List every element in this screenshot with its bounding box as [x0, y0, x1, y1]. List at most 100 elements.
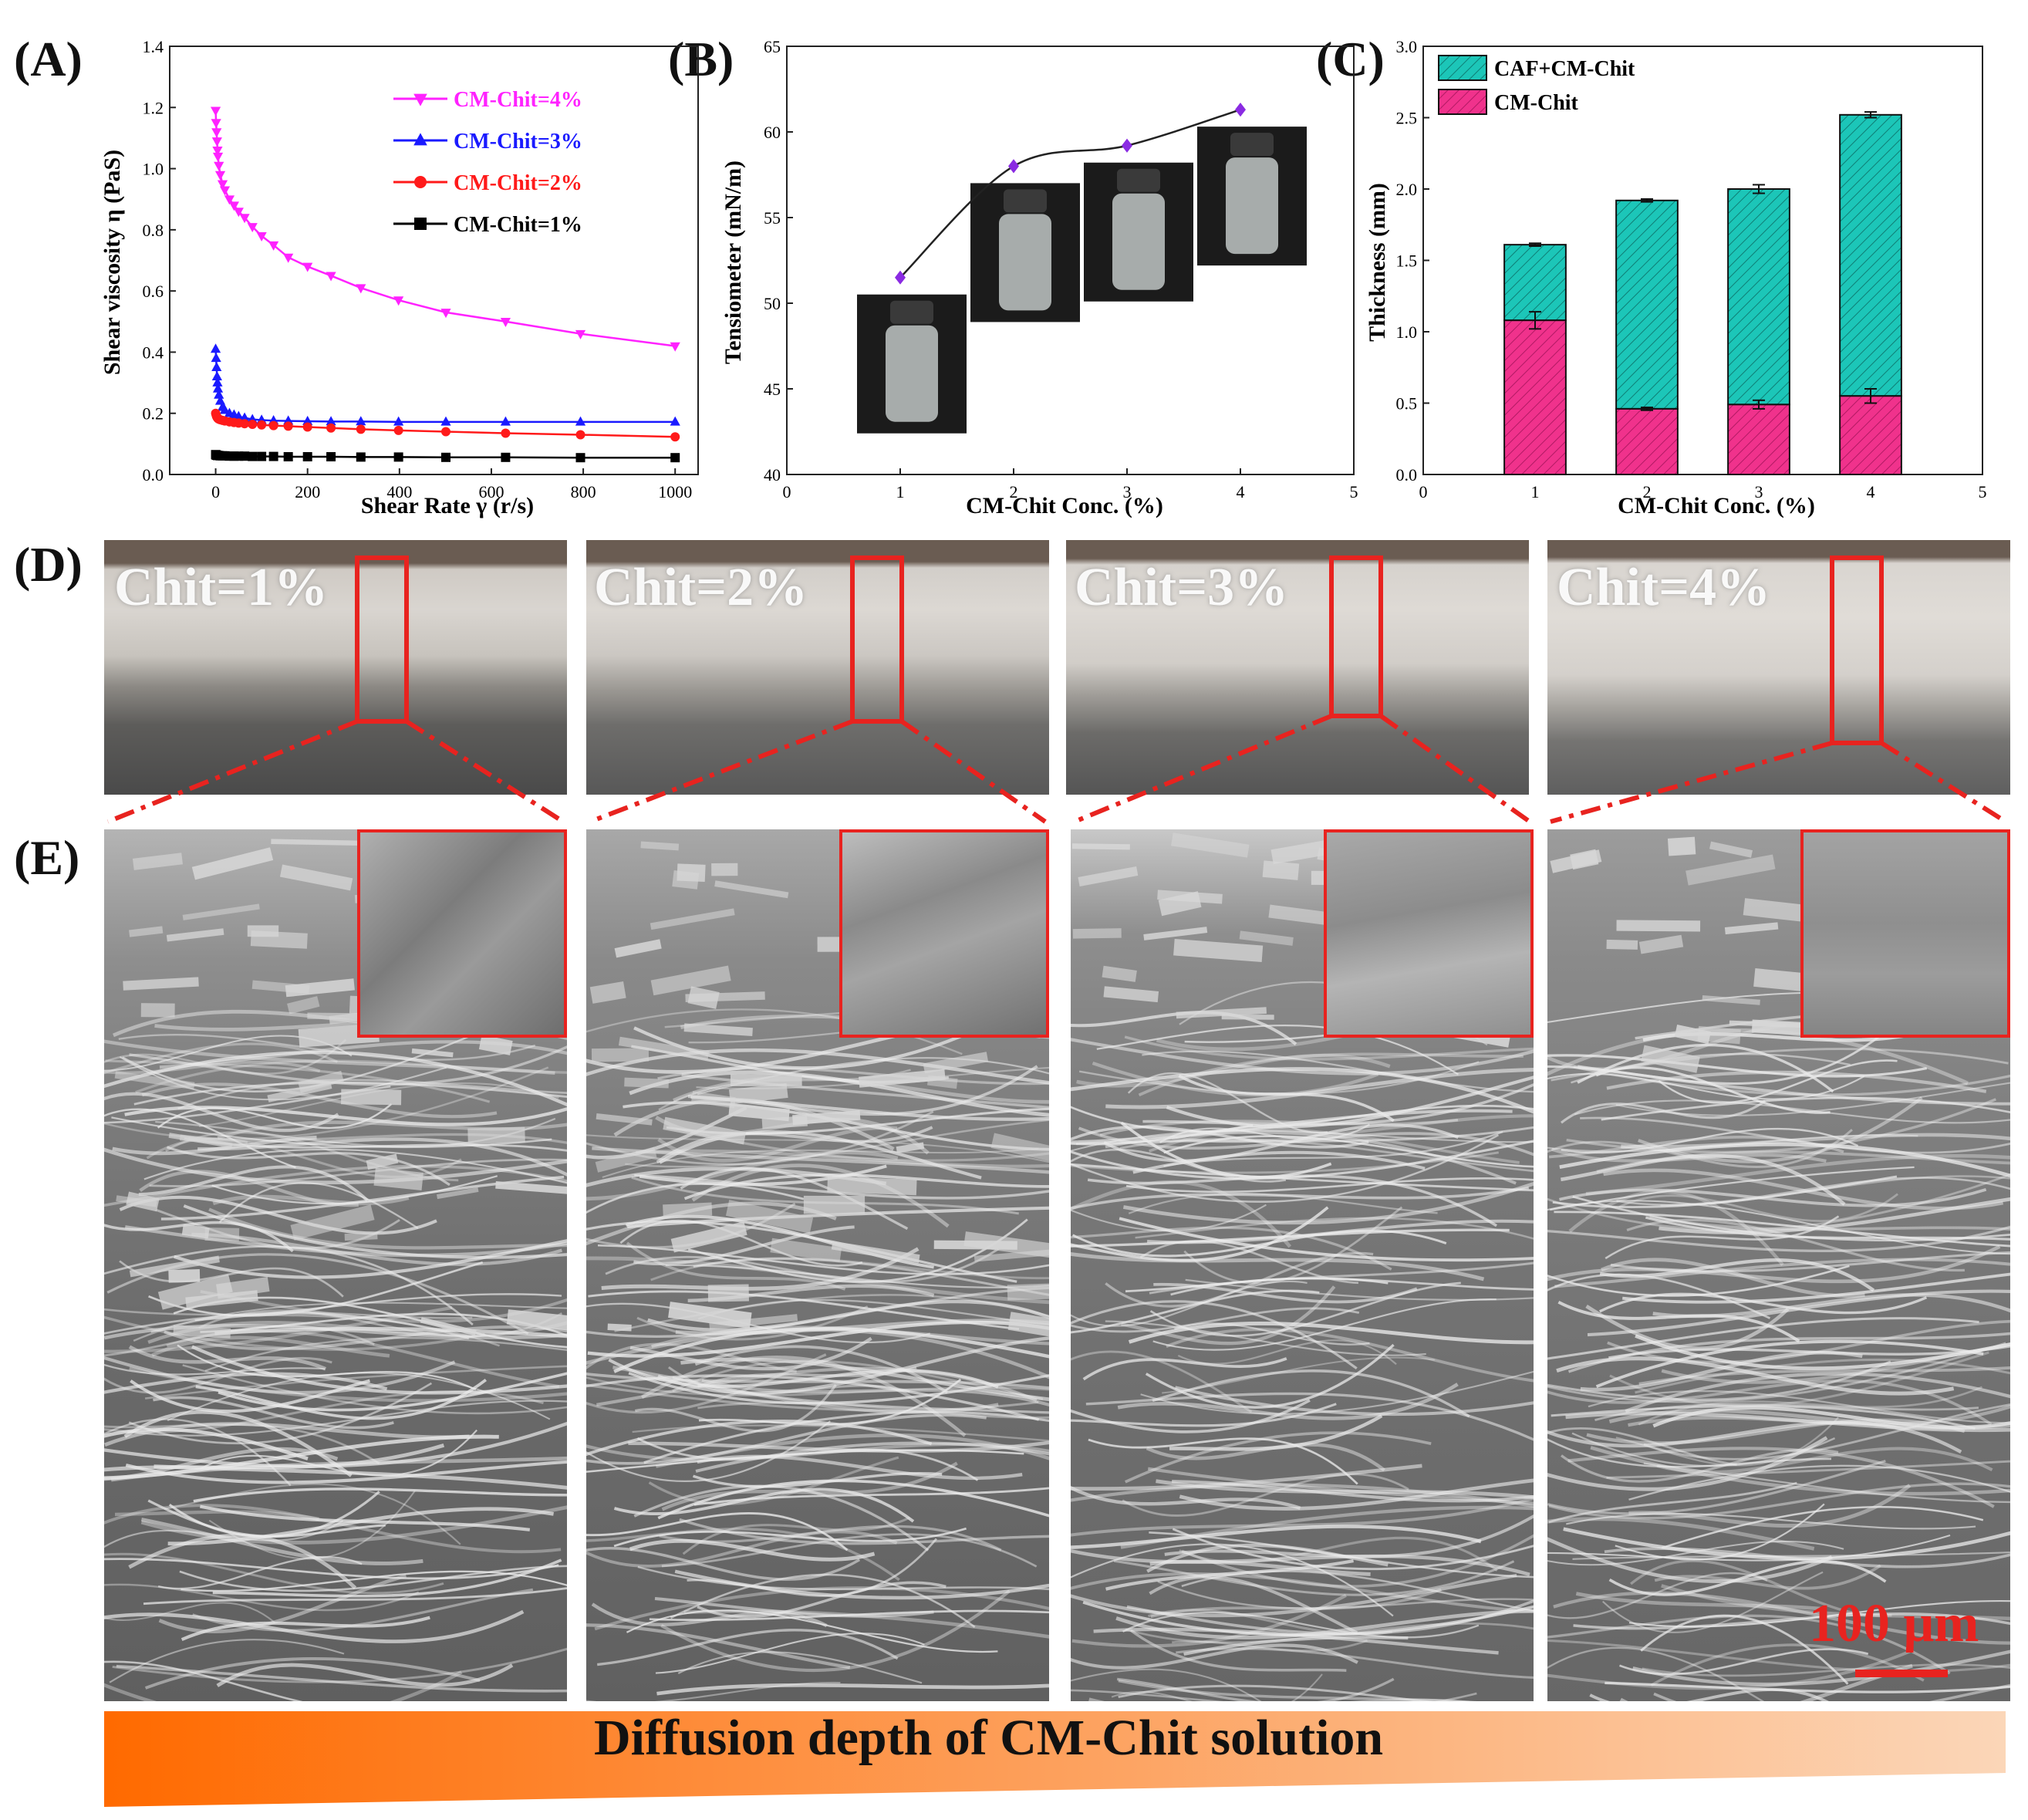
- vial-cap: [1004, 189, 1047, 213]
- legend-marker: [414, 218, 427, 230]
- chart-a-legend: CM-Chit=4% CM-Chit=3% CM-Chit=2% CM-Chit=1%: [393, 88, 582, 237]
- vial-body: [999, 214, 1051, 311]
- data-point: [283, 421, 293, 431]
- data-point: [501, 452, 511, 462]
- legend-label: CM-Chit=4%: [454, 88, 582, 112]
- x-tick-label: 400: [386, 482, 412, 501]
- data-point: [393, 416, 404, 426]
- data-point: [210, 343, 221, 353]
- chart-a-viscosity: 0 200 400 600 800 1000 0.0 0.2 0.4 0.6 0.8 1.0 1.2 1.…: [100, 37, 699, 518]
- chart-c-thickness: 0 1 2 3 4 50.00.51.01.52.02.53.0 CAF+CM-ChitC…: [1365, 37, 1987, 518]
- data-point: [283, 253, 294, 263]
- y-tick-label: 1.0: [143, 160, 164, 179]
- x-tick-label: 1: [1531, 482, 1540, 501]
- data-point: [575, 430, 585, 440]
- data-point: [356, 284, 366, 294]
- legend-marker: [413, 133, 427, 146]
- sem-inset-chit-3: [1324, 829, 1534, 1038]
- vial-body: [886, 325, 938, 422]
- legend-swatch: [1438, 89, 1487, 115]
- data-point: [214, 389, 224, 399]
- data-point: [670, 432, 680, 442]
- data-point: [356, 416, 366, 426]
- data-point: [240, 419, 250, 429]
- sem-inset-chit-4: [1800, 829, 2010, 1038]
- bar-cm-chit: [1839, 395, 1902, 475]
- data-point: [233, 208, 244, 218]
- y-tick-label: 0.4: [143, 343, 164, 362]
- data-point: [302, 422, 312, 432]
- bar-caf-cm-chit: [1503, 244, 1567, 322]
- y-tick-label: 45: [764, 380, 781, 399]
- data-point: [211, 128, 222, 138]
- data-point: [211, 137, 222, 147]
- data-point: [283, 452, 293, 462]
- vial-cap: [1230, 133, 1274, 157]
- data-point: [500, 416, 511, 426]
- data-point: [212, 152, 224, 162]
- y-tick-label: 0.8: [143, 221, 164, 240]
- data-point: [393, 425, 403, 435]
- chart-a-y-axis-label: Shear viscosity η (PaS): [100, 150, 125, 375]
- y-tick-label: 0.6: [143, 282, 164, 301]
- data-point: [440, 309, 451, 319]
- x-tick-label: 200: [295, 482, 320, 501]
- data-point: [575, 416, 586, 426]
- series-line: [214, 349, 676, 424]
- data-point: [393, 452, 403, 462]
- chart-b-x-axis-label: CM-Chit Conc. (%): [966, 493, 1163, 518]
- bar-cm-chit: [1503, 319, 1567, 476]
- y-tick-label: 55: [764, 208, 781, 228]
- data-point: [217, 180, 228, 190]
- data-point: [256, 231, 267, 241]
- bar-cm-chit: [1727, 404, 1790, 476]
- vial-cap: [890, 300, 933, 324]
- data-point: [302, 415, 313, 425]
- panel-a-letter: (A): [14, 32, 83, 86]
- bar-caf-cm-chit: [1727, 188, 1790, 406]
- y-tick-label: 65: [764, 37, 781, 56]
- vial-cap: [1117, 168, 1160, 192]
- x-tick-label: 5: [1350, 482, 1358, 501]
- data-point: [268, 451, 278, 461]
- sem-inset-chit-1: [357, 829, 567, 1038]
- bar-cm-chit: [1615, 407, 1679, 475]
- vial-body: [1112, 193, 1165, 290]
- data-point: [1122, 138, 1132, 153]
- y-tick-label: 0.5: [1396, 394, 1418, 414]
- panel-b-letter: (B): [668, 32, 734, 86]
- data-point: [257, 451, 267, 461]
- y-tick-label: 50: [764, 294, 781, 313]
- chart-a-axes: 0 200 400 600 800 1000 0.0 0.2 0.4 0.6 0.8 1.0 1.2 1.…: [143, 37, 699, 501]
- data-point: [212, 146, 223, 156]
- y-tick-label: 1.5: [1396, 252, 1418, 271]
- legend-label: CM-Chit=2%: [454, 171, 582, 195]
- data-point: [393, 296, 404, 306]
- legend-label: CM-Chit: [1494, 91, 1579, 115]
- data-point: [895, 270, 906, 285]
- data-point: [228, 201, 239, 211]
- data-point: [212, 383, 224, 393]
- x-tick-label: 5: [1979, 482, 1987, 501]
- data-point: [356, 452, 366, 462]
- data-point: [440, 427, 450, 437]
- data-point: [214, 171, 226, 181]
- data-point: [440, 452, 450, 462]
- x-tick-label: 0: [783, 482, 791, 501]
- panel-d-letter: (D): [14, 537, 83, 592]
- chart-a-x-axis-label: Shear Rate γ (r/s): [361, 493, 534, 518]
- panel-e-letter: (E): [14, 830, 80, 885]
- series-line: [899, 108, 1241, 279]
- data-point: [575, 329, 586, 339]
- chart-a-series: [210, 106, 680, 463]
- data-point: [1008, 159, 1019, 174]
- data-point: [240, 451, 250, 461]
- plot-frame: [169, 46, 699, 475]
- legend-label: CM-Chit=3%: [454, 130, 582, 154]
- y-tick-label: 40: [764, 465, 781, 485]
- data-point: [211, 119, 221, 129]
- plot-frame: [786, 46, 1355, 475]
- chart-c-x-axis-label: CM-Chit Conc. (%): [1618, 493, 1815, 518]
